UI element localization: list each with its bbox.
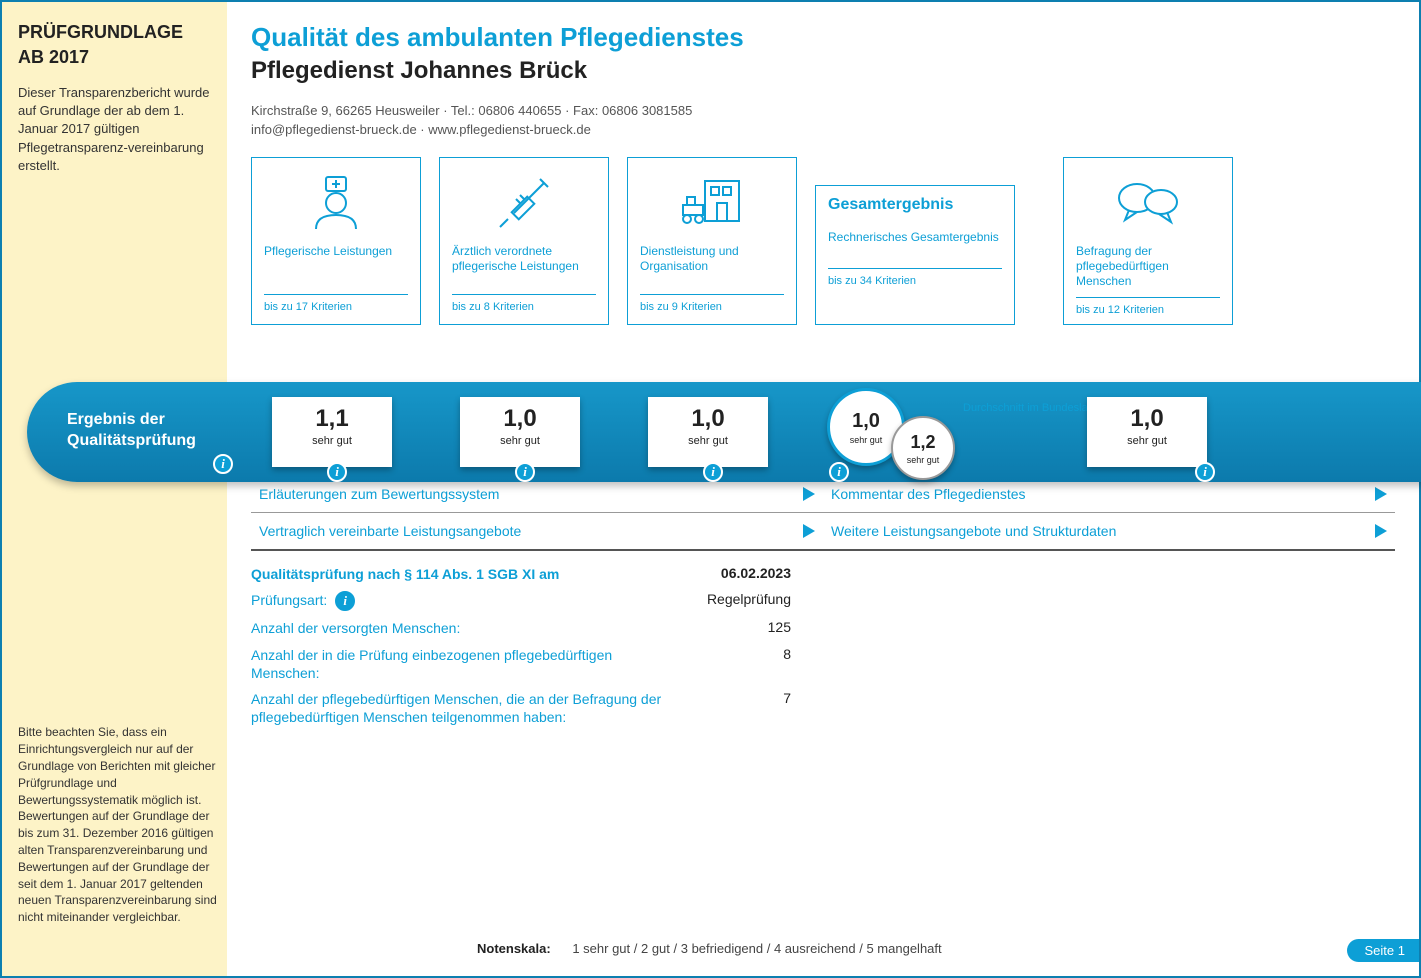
- info-icon[interactable]: i: [327, 462, 347, 482]
- card-label: Rechnerisches Gesamtergebnis: [828, 230, 999, 260]
- score-box-2: 1,0 sehr gut: [648, 397, 768, 467]
- card-criteria: bis zu 12 Kriterien: [1076, 297, 1220, 316]
- result-band: Ergebnis der Qualitätsprüfung i 1,1 sehr…: [27, 382, 1421, 482]
- score-box-1: 1,0 sehr gut: [460, 397, 580, 467]
- service-icon: [640, 168, 784, 238]
- details-row-value: 8: [671, 646, 791, 682]
- scale-text: 1 sehr gut / 2 gut / 3 befriedigend / 4 …: [572, 941, 941, 956]
- card-label: Dienstleistung und Organisation: [640, 244, 784, 286]
- score-rating: sehr gut: [907, 455, 940, 465]
- card-dienstleistung: Dienstleistung und Organisation bis zu 9…: [627, 157, 797, 325]
- nurse-icon: [264, 168, 408, 238]
- score-box-4: 1,0 sehr gut: [1087, 397, 1207, 467]
- contact-line-1: Kirchstraße 9, 66265 Heusweiler · Tel.: …: [251, 103, 1395, 118]
- sidebar-heading-2: AB 2017: [18, 47, 211, 68]
- average-label: Durchschnitt im Bundesland: [963, 402, 1100, 415]
- info-icon[interactable]: i: [515, 462, 535, 482]
- score-value: 1,1: [272, 405, 392, 433]
- triangle-icon: [1375, 487, 1387, 501]
- page-title: Qualität des ambulanten Pflegedienstes: [251, 22, 1395, 53]
- link-leistungsangebote[interactable]: Vertraglich vereinbarte Leistungsangebot…: [251, 513, 823, 549]
- score-value: 1,0: [1087, 405, 1207, 433]
- survey-icon: [1076, 168, 1220, 238]
- score-value: 1,0: [460, 405, 580, 433]
- scale-label: Notenskala:: [477, 941, 551, 956]
- details-date: 06.02.2023: [671, 565, 791, 583]
- syringe-icon: [452, 168, 596, 238]
- sidebar-intro: Dieser Transparenzbericht wurde auf Grun…: [18, 84, 211, 175]
- details-row-label: Prüfungsart: i: [251, 591, 671, 611]
- page-subtitle: Pflegedienst Johannes Brück: [251, 57, 1395, 85]
- info-icon[interactable]: i: [1195, 462, 1215, 482]
- link-strukturdaten[interactable]: Weitere Leistungsangebote und Strukturda…: [823, 513, 1395, 549]
- link-label: Erläuterungen zum Bewertungssystem: [259, 486, 499, 502]
- link-label: Kommentar des Pflegedienstes: [831, 486, 1026, 502]
- main-content: Qualität des ambulanten Pflegedienstes P…: [227, 2, 1419, 976]
- score-rating: sehr gut: [850, 435, 883, 445]
- sidebar: PRÜFGRUNDLAGE AB 2017 Dieser Transparenz…: [2, 2, 227, 976]
- card-overall-title: Gesamtergebnis: [828, 196, 953, 214]
- triangle-icon: [1375, 524, 1387, 538]
- link-label: Vertraglich vereinbarte Leistungsangebot…: [259, 523, 521, 539]
- score-rating: sehr gut: [1087, 435, 1207, 447]
- card-label: Pflegerische Leistungen: [264, 244, 392, 286]
- card-criteria: bis zu 8 Kriterien: [452, 294, 596, 313]
- score-value: 1,0: [852, 410, 880, 433]
- details-row-value: 125: [671, 619, 791, 637]
- details-row-value: 7: [671, 690, 791, 726]
- score-value: 1,2: [910, 432, 935, 453]
- score-box-0: 1,1 sehr gut: [272, 397, 392, 467]
- card-criteria: bis zu 34 Kriterien: [828, 268, 1002, 287]
- details-row-label: Anzahl der versorgten Menschen:: [251, 619, 671, 637]
- score-rating: sehr gut: [272, 435, 392, 447]
- sidebar-note: Bitte beachten Sie, dass ein Einrichtung…: [18, 724, 218, 926]
- label-text: Prüfungsart:: [251, 592, 327, 608]
- card-gesamtergebnis: Gesamtergebnis Rechnerisches Gesamtergeb…: [815, 185, 1015, 325]
- sidebar-heading-1: PRÜFGRUNDLAGE: [18, 22, 211, 43]
- details-row-label: Anzahl der in die Prüfung einbezogenen p…: [251, 646, 671, 682]
- triangle-icon: [803, 487, 815, 501]
- band-label: Ergebnis der Qualitätsprüfung: [67, 410, 227, 452]
- report-page: PRÜFGRUNDLAGE AB 2017 Dieser Transparenz…: [0, 0, 1421, 978]
- details-block: Qualitätsprüfung nach § 114 Abs. 1 SGB X…: [251, 565, 1395, 726]
- score-rating: sehr gut: [648, 435, 768, 447]
- details-row-label: Anzahl der pflegebedürftigen Menschen, d…: [251, 690, 671, 726]
- details-row-value: Regelprüfung: [671, 591, 791, 611]
- info-icon[interactable]: i: [335, 591, 355, 611]
- card-befragung: Befragung der pflegebedürftigen Menschen…: [1063, 157, 1233, 325]
- link-label: Weitere Leistungsangebote und Strukturda…: [831, 523, 1116, 539]
- card-label: Ärztlich verordnete pflegerische Leistun…: [452, 244, 596, 286]
- category-cards: Pflegerische Leistungen bis zu 17 Kriter…: [251, 157, 1395, 325]
- triangle-icon: [803, 524, 815, 538]
- grade-scale: Notenskala: 1 sehr gut / 2 gut / 3 befri…: [477, 941, 942, 956]
- links-row-2: Vertraglich vereinbarte Leistungsangebot…: [251, 513, 1395, 551]
- info-icon[interactable]: i: [703, 462, 723, 482]
- info-icon[interactable]: i: [213, 454, 233, 474]
- details-heading: Qualitätsprüfung nach § 114 Abs. 1 SGB X…: [251, 565, 671, 583]
- card-aerztlich: Ärztlich verordnete pflegerische Leistun…: [439, 157, 609, 325]
- page-number-badge: Seite 1: [1347, 939, 1419, 962]
- score-average: 1,2 sehr gut: [891, 416, 955, 480]
- card-criteria: bis zu 17 Kriterien: [264, 294, 408, 313]
- info-icon[interactable]: i: [829, 462, 849, 482]
- score-value: 1,0: [648, 405, 768, 433]
- card-label: Befragung der pflegebedürftigen Menschen: [1076, 244, 1220, 289]
- card-criteria: bis zu 9 Kriterien: [640, 294, 784, 313]
- card-pflegerische: Pflegerische Leistungen bis zu 17 Kriter…: [251, 157, 421, 325]
- score-rating: sehr gut: [460, 435, 580, 447]
- contact-line-2: info@pflegedienst-brueck.de · www.pflege…: [251, 122, 1395, 137]
